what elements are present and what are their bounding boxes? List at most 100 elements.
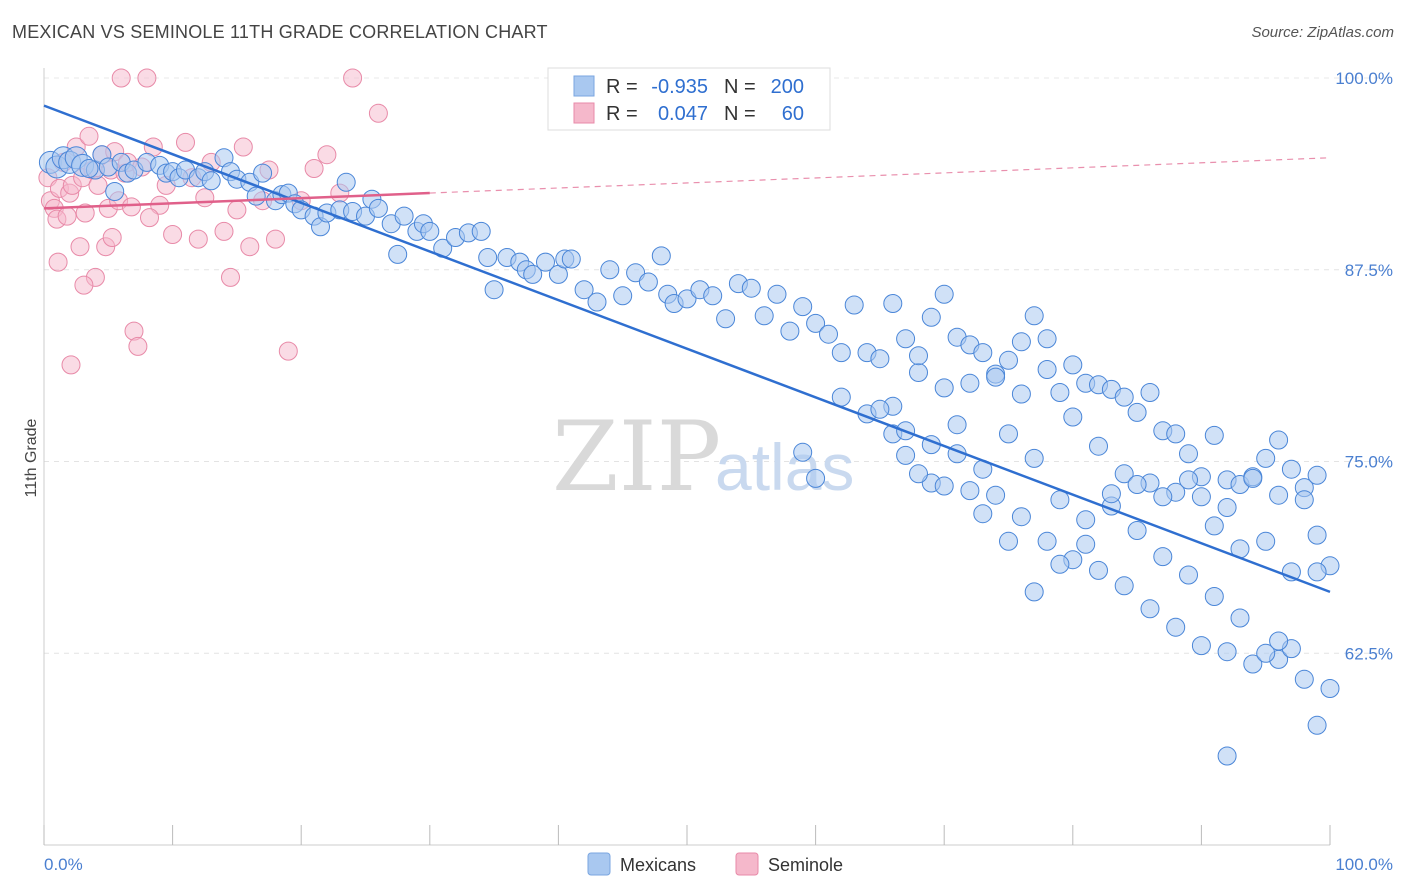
- y-tick-label: 75.0%: [1345, 453, 1393, 472]
- legend-r-label-mexicans: R =: [606, 76, 638, 98]
- seminole-point: [48, 252, 68, 272]
- mexicans-point: [909, 464, 928, 484]
- mexicans-point: [960, 481, 980, 501]
- mexicans-point: [677, 289, 697, 309]
- mexicans-point: [793, 297, 813, 317]
- mexicans-point: [1063, 407, 1083, 427]
- mexicans-point: [870, 349, 890, 369]
- mexicans-point: [651, 246, 671, 266]
- mexicans-point: [1011, 384, 1031, 404]
- mexicans-point: [1153, 547, 1173, 567]
- mexicans-point: [1076, 534, 1096, 554]
- mexicans-point: [1076, 510, 1096, 530]
- mexicans-point: [105, 182, 125, 201]
- mexicans-point: [896, 445, 916, 465]
- watermark: ZIP atlas: [552, 401, 854, 513]
- seminole-point: [61, 355, 81, 375]
- seminole-point: [195, 188, 215, 208]
- mexicans-point: [536, 252, 555, 272]
- mexicans-point: [947, 415, 967, 435]
- seminole-point: [266, 229, 285, 249]
- mexicans-point: [1243, 654, 1263, 674]
- legend-n-value-seminole: 60: [782, 103, 804, 125]
- mexicans-point: [1114, 387, 1134, 407]
- mexicans-point: [1269, 631, 1289, 651]
- legend-swatch-mexicans: [573, 75, 595, 97]
- y-tick-label: 100.0%: [1335, 69, 1393, 88]
- x-ticks: [43, 825, 1331, 845]
- mexicans-point: [1089, 560, 1108, 580]
- mexicans-point: [1179, 565, 1198, 585]
- mexicans-point: [1179, 470, 1198, 490]
- mexicans-point: [703, 286, 723, 306]
- seminole-point: [79, 126, 99, 146]
- mexicans-point: [1294, 490, 1314, 510]
- seminole-point: [163, 225, 183, 244]
- seminole-point: [128, 336, 148, 356]
- seminole-point: [74, 275, 94, 295]
- mexicans-point: [1140, 383, 1160, 402]
- mexicans-point: [1037, 360, 1057, 379]
- legend-n-value-mexicans: 200: [771, 76, 804, 98]
- mexicans-point: [1256, 643, 1276, 663]
- mexicans-point: [1037, 329, 1057, 349]
- seminole-point: [317, 145, 337, 165]
- mexicans-point: [767, 284, 787, 304]
- legend-frame: [547, 67, 831, 131]
- mexicans-point: [1320, 679, 1340, 698]
- mexicans-point: [1230, 608, 1250, 628]
- bottom-legend: Mexicans Seminole: [587, 852, 843, 876]
- legend-swatch-seminole: [573, 102, 595, 124]
- mexicans-point: [478, 248, 498, 267]
- bottom-legend-label-mexicans: Mexicans: [620, 855, 696, 875]
- x-tick-label-max: 100.0%: [1335, 855, 1393, 874]
- mexicans-point: [368, 198, 388, 218]
- mexicans-point: [626, 263, 646, 283]
- mexicans-point: [201, 171, 221, 191]
- mexicans-point: [394, 206, 414, 226]
- mexicans-point: [1037, 531, 1057, 551]
- mexicans-point: [79, 159, 99, 178]
- mexicans-point: [973, 343, 993, 363]
- y-axis-label: 11th Grade: [23, 418, 40, 497]
- mexicans-point: [1024, 448, 1044, 468]
- mexicans-point: [1127, 402, 1147, 422]
- mexicans-points: [38, 145, 1340, 766]
- mexicans-point: [806, 313, 826, 333]
- mexicans-point: [600, 260, 620, 280]
- mexicans-point: [1127, 521, 1147, 540]
- mexicans-point: [1063, 355, 1083, 375]
- bottom-legend-swatch-mexicans: [587, 852, 611, 876]
- seminole-trend-line: [43, 191, 430, 210]
- mexicans-point: [921, 307, 941, 327]
- seminole-point: [221, 267, 240, 287]
- seminole-trend-extension: [429, 157, 1331, 194]
- mexicans-point: [1024, 306, 1044, 326]
- seminole-point: [176, 132, 195, 152]
- mexicans-point: [973, 504, 993, 524]
- mexicans-point: [1140, 599, 1160, 619]
- legend-n-label-mexicans: N =: [724, 76, 756, 98]
- mexicans-point: [336, 172, 356, 192]
- mexicans-point: [793, 442, 813, 462]
- mexicans-point: [870, 399, 890, 419]
- mexicans-point: [1127, 475, 1147, 494]
- seminole-point: [214, 221, 234, 241]
- watermark-atlas: atlas: [715, 430, 854, 504]
- seminole-point: [304, 159, 324, 178]
- mexicans-point: [246, 186, 266, 206]
- mexicans-point: [960, 373, 980, 393]
- mexicans-point: [1024, 582, 1044, 602]
- seminole-point: [278, 341, 298, 361]
- mexicans-point: [1179, 444, 1198, 464]
- seminole-point: [368, 103, 388, 123]
- mexicans-point: [1243, 468, 1263, 488]
- seminole-point: [137, 68, 157, 88]
- mexicans-point: [1166, 617, 1186, 637]
- mexicans-point: [638, 272, 658, 292]
- seminole-point: [188, 229, 208, 249]
- mexicans-point: [1281, 459, 1301, 479]
- bottom-legend-label-seminole: Seminole: [768, 855, 843, 875]
- mexicans-point: [420, 221, 440, 241]
